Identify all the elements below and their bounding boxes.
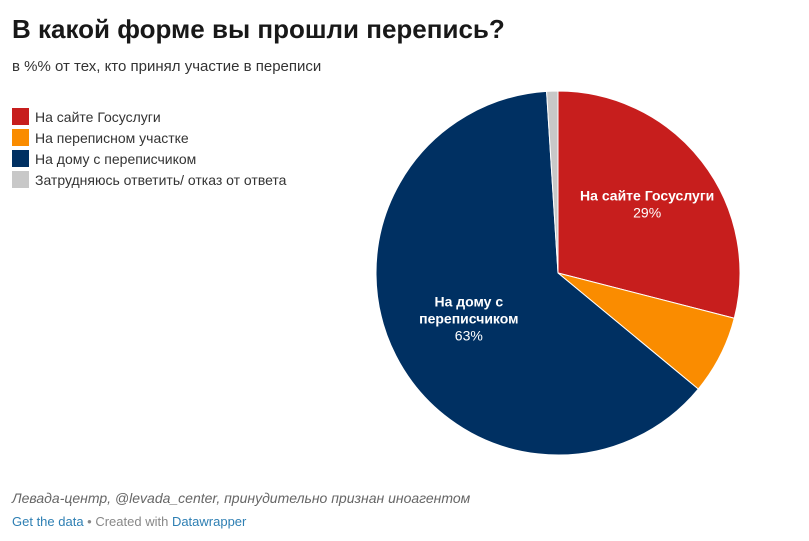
- legend-swatch: [12, 150, 29, 167]
- legend-swatch: [12, 108, 29, 125]
- slice-label: На дому с переписчиком 63%: [419, 293, 518, 343]
- legend-label: На переписном участке: [35, 129, 189, 146]
- pie-slice: [546, 90, 559, 274]
- legend-item: На переписном участке: [12, 127, 286, 148]
- legend-item: На дому с переписчиком: [12, 148, 286, 169]
- chart-title: В какой форме вы прошли перепись?: [12, 14, 505, 44]
- slice-value-label: 29%: [633, 204, 661, 220]
- legend-swatch: [12, 129, 29, 146]
- pie-slice: [557, 90, 741, 319]
- pie-chart: На сайте Госуслуги 29% На дому с переписчик…: [375, 90, 741, 456]
- legend-item: На сайте Госуслуги: [12, 106, 286, 127]
- legend-swatch: [12, 171, 29, 188]
- legend-label: На дому с переписчиком: [35, 150, 197, 167]
- slice-value-label: 63%: [455, 327, 483, 343]
- get-the-data-link[interactable]: Get the data: [12, 514, 84, 529]
- slice-label: На сайте Госуслуги 29%: [580, 187, 714, 220]
- legend-label: Затрудняюсь ответить/ отказ от ответа: [35, 171, 287, 188]
- source-note: Левада-центр, @levada_center, принудител…: [12, 490, 471, 506]
- chart-subtitle: в %% от тех, кто принял участие в перепи…: [12, 58, 322, 75]
- footer: Get the data • Created with Datawrapper: [12, 514, 246, 529]
- pie-slice: [375, 90, 699, 456]
- legend: На сайте Госуслуги На переписном участке Н…: [12, 106, 286, 190]
- legend-item: Затрудняюсь ответить/ отказ от ответа: [12, 169, 286, 190]
- legend-label: На сайте Госуслуги: [35, 108, 161, 125]
- footer-separator: • Created with: [83, 514, 172, 529]
- datawrapper-link[interactable]: Datawrapper: [171, 514, 247, 529]
